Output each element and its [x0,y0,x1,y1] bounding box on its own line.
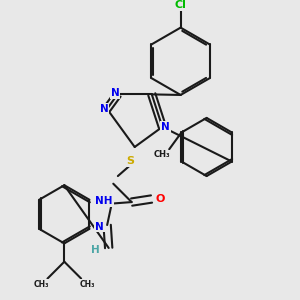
Text: CH₃: CH₃ [34,280,49,289]
Text: H: H [91,244,99,254]
Text: O: O [155,194,165,204]
Text: S: S [126,156,134,166]
Text: Cl: Cl [175,0,187,10]
Text: N: N [111,88,119,98]
Text: N: N [95,222,104,232]
Text: NH: NH [95,196,113,206]
Text: N: N [100,104,108,114]
Text: CH₃: CH₃ [153,150,170,159]
Text: CH₃: CH₃ [80,280,95,289]
Text: N: N [161,122,170,132]
